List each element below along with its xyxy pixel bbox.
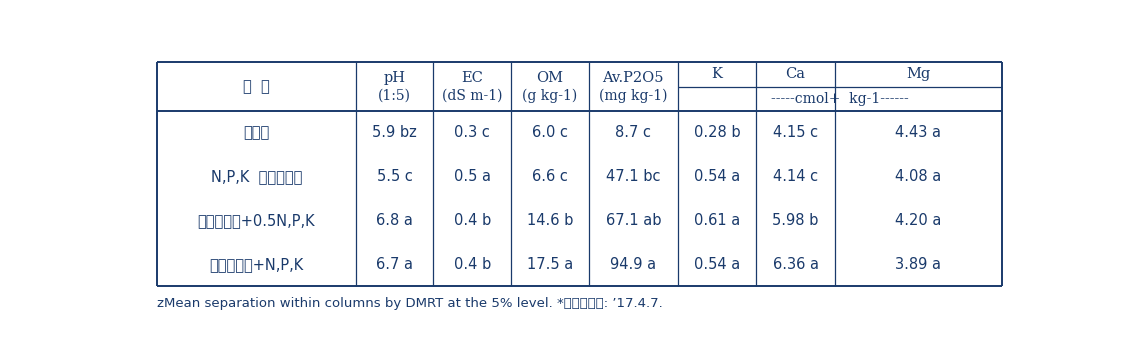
- Text: zMean separation within columns by DMRT at the 5% level. *시료체취일: ’17.4.7.: zMean separation within columns by DMRT …: [157, 297, 663, 311]
- Text: 4.08 a: 4.08 a: [896, 169, 942, 184]
- Text: EC: EC: [461, 71, 483, 85]
- Text: 5.98 b: 5.98 b: [772, 213, 819, 228]
- Text: 17.5 a: 17.5 a: [527, 257, 573, 272]
- Text: (1:5): (1:5): [378, 88, 411, 102]
- Text: 3.89 a: 3.89 a: [896, 257, 941, 272]
- Text: 6.0 c: 6.0 c: [532, 125, 568, 140]
- Text: 6.7 a: 6.7 a: [377, 257, 413, 272]
- Text: N,P,K  표준시비구: N,P,K 표준시비구: [210, 169, 302, 184]
- Text: 풋거름작물+N,P,K: 풋거름작물+N,P,K: [209, 257, 303, 272]
- Text: 0.28 b: 0.28 b: [693, 125, 741, 140]
- Text: (mg kg-1): (mg kg-1): [599, 88, 667, 103]
- Text: pH: pH: [383, 71, 406, 85]
- Text: 처  리: 처 리: [243, 79, 270, 94]
- Text: 4.14 c: 4.14 c: [772, 169, 818, 184]
- Text: 5.5 c: 5.5 c: [377, 169, 413, 184]
- Text: 6.36 a: 6.36 a: [772, 257, 819, 272]
- Text: 94.9 a: 94.9 a: [611, 257, 656, 272]
- Text: 0.5 a: 0.5 a: [454, 169, 491, 184]
- Text: 14.6 b: 14.6 b: [527, 213, 573, 228]
- Text: Ca: Ca: [786, 67, 805, 81]
- Text: 47.1 bc: 47.1 bc: [606, 169, 661, 184]
- Text: OM: OM: [536, 71, 563, 85]
- Text: (dS m-1): (dS m-1): [442, 88, 502, 102]
- Text: 67.1 ab: 67.1 ab: [605, 213, 661, 228]
- Text: 4.20 a: 4.20 a: [896, 213, 942, 228]
- Text: 0.3 c: 0.3 c: [455, 125, 490, 140]
- Text: 4.43 a: 4.43 a: [896, 125, 941, 140]
- Text: 8.7 c: 8.7 c: [615, 125, 651, 140]
- Text: (g kg-1): (g kg-1): [523, 88, 578, 103]
- Text: 0.54 a: 0.54 a: [693, 257, 740, 272]
- Text: 0.54 a: 0.54 a: [693, 169, 740, 184]
- Text: Av.P2O5: Av.P2O5: [603, 71, 664, 85]
- Text: Mg: Mg: [906, 67, 931, 81]
- Text: 0.61 a: 0.61 a: [693, 213, 740, 228]
- Text: 풋거름작물+0.5N,P,K: 풋거름작물+0.5N,P,K: [198, 213, 316, 228]
- Text: 0.4 b: 0.4 b: [454, 213, 491, 228]
- Text: K: K: [711, 67, 723, 81]
- Text: 4.15 c: 4.15 c: [772, 125, 818, 140]
- Text: 0.4 b: 0.4 b: [454, 257, 491, 272]
- Text: -----cmol+  kg-1------: -----cmol+ kg-1------: [771, 92, 909, 106]
- Text: 5.9 bz: 5.9 bz: [372, 125, 417, 140]
- Text: 6.6 c: 6.6 c: [532, 169, 568, 184]
- Text: 6.8 a: 6.8 a: [377, 213, 413, 228]
- Text: 무비구: 무비구: [243, 125, 269, 140]
